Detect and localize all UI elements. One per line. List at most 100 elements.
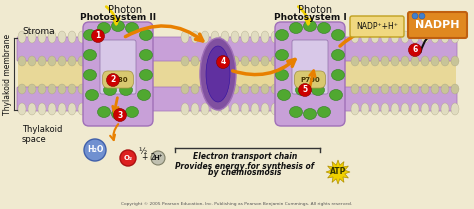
Ellipse shape: [351, 84, 359, 94]
FancyBboxPatch shape: [100, 40, 136, 94]
Circle shape: [409, 43, 421, 56]
Ellipse shape: [261, 103, 269, 115]
Ellipse shape: [231, 103, 239, 115]
Ellipse shape: [231, 84, 239, 94]
Ellipse shape: [361, 56, 369, 66]
Circle shape: [91, 29, 104, 42]
Ellipse shape: [78, 84, 86, 94]
Ellipse shape: [119, 84, 133, 96]
Ellipse shape: [431, 84, 439, 94]
Ellipse shape: [441, 31, 449, 43]
Ellipse shape: [18, 103, 26, 115]
Ellipse shape: [28, 31, 36, 43]
Ellipse shape: [351, 31, 359, 43]
Ellipse shape: [28, 103, 36, 115]
Ellipse shape: [191, 56, 199, 66]
Ellipse shape: [371, 31, 379, 43]
Ellipse shape: [88, 56, 96, 66]
Text: P700: P700: [300, 76, 320, 83]
Ellipse shape: [38, 103, 46, 115]
Text: Photon: Photon: [108, 5, 142, 15]
Ellipse shape: [391, 103, 399, 115]
Ellipse shape: [181, 84, 189, 94]
Ellipse shape: [191, 84, 199, 94]
Ellipse shape: [83, 50, 97, 60]
Ellipse shape: [371, 56, 379, 66]
Ellipse shape: [351, 103, 359, 115]
Ellipse shape: [451, 103, 459, 115]
Ellipse shape: [261, 56, 269, 66]
Ellipse shape: [231, 31, 239, 43]
Ellipse shape: [206, 46, 230, 102]
Text: Photosystem II: Photosystem II: [80, 13, 156, 22]
Ellipse shape: [221, 31, 229, 43]
Circle shape: [217, 56, 229, 69]
Ellipse shape: [421, 84, 429, 94]
Ellipse shape: [251, 84, 259, 94]
Text: 1: 1: [95, 32, 100, 41]
Ellipse shape: [181, 56, 189, 66]
Ellipse shape: [211, 31, 219, 43]
Ellipse shape: [48, 84, 56, 94]
Ellipse shape: [391, 84, 399, 94]
Ellipse shape: [381, 56, 389, 66]
Ellipse shape: [271, 84, 279, 94]
Ellipse shape: [85, 89, 99, 101]
Text: 2: 2: [110, 75, 116, 84]
FancyBboxPatch shape: [292, 40, 328, 94]
Ellipse shape: [139, 29, 153, 41]
Ellipse shape: [261, 84, 269, 94]
Ellipse shape: [361, 84, 369, 94]
Ellipse shape: [431, 31, 439, 43]
Ellipse shape: [58, 84, 66, 94]
Text: P680: P680: [108, 76, 128, 83]
Ellipse shape: [281, 31, 289, 43]
Ellipse shape: [401, 31, 409, 43]
Text: O₂: O₂: [123, 155, 133, 161]
Ellipse shape: [88, 103, 96, 115]
Text: 6: 6: [412, 46, 418, 55]
Ellipse shape: [441, 84, 449, 94]
Ellipse shape: [303, 20, 317, 32]
Ellipse shape: [58, 103, 66, 115]
Ellipse shape: [98, 107, 110, 117]
Text: Photosystem I: Photosystem I: [273, 13, 346, 22]
Ellipse shape: [88, 84, 96, 94]
Ellipse shape: [290, 107, 302, 117]
Ellipse shape: [18, 56, 26, 66]
Ellipse shape: [201, 103, 209, 115]
Ellipse shape: [281, 56, 289, 66]
Ellipse shape: [401, 84, 409, 94]
Ellipse shape: [211, 103, 219, 115]
Ellipse shape: [126, 23, 138, 33]
Ellipse shape: [303, 108, 317, 120]
Ellipse shape: [68, 103, 76, 115]
Ellipse shape: [98, 23, 110, 33]
Circle shape: [84, 139, 106, 161]
Ellipse shape: [318, 107, 330, 117]
Ellipse shape: [331, 29, 345, 41]
Text: NADP⁺+H⁺: NADP⁺+H⁺: [356, 22, 398, 31]
Ellipse shape: [401, 56, 409, 66]
Circle shape: [120, 150, 136, 166]
Ellipse shape: [88, 31, 96, 43]
Ellipse shape: [111, 108, 125, 120]
Ellipse shape: [139, 70, 153, 80]
Text: + 2: + 2: [142, 153, 155, 163]
Ellipse shape: [241, 31, 249, 43]
Ellipse shape: [78, 31, 86, 43]
Ellipse shape: [381, 84, 389, 94]
Circle shape: [151, 151, 165, 165]
Text: Stroma: Stroma: [22, 28, 55, 37]
Ellipse shape: [381, 31, 389, 43]
Ellipse shape: [290, 23, 302, 33]
Ellipse shape: [271, 56, 279, 66]
Text: 5: 5: [302, 85, 308, 94]
Ellipse shape: [451, 31, 459, 43]
Ellipse shape: [241, 84, 249, 94]
Ellipse shape: [421, 56, 429, 66]
Ellipse shape: [277, 89, 291, 101]
Ellipse shape: [48, 56, 56, 66]
Ellipse shape: [137, 89, 151, 101]
Ellipse shape: [371, 103, 379, 115]
